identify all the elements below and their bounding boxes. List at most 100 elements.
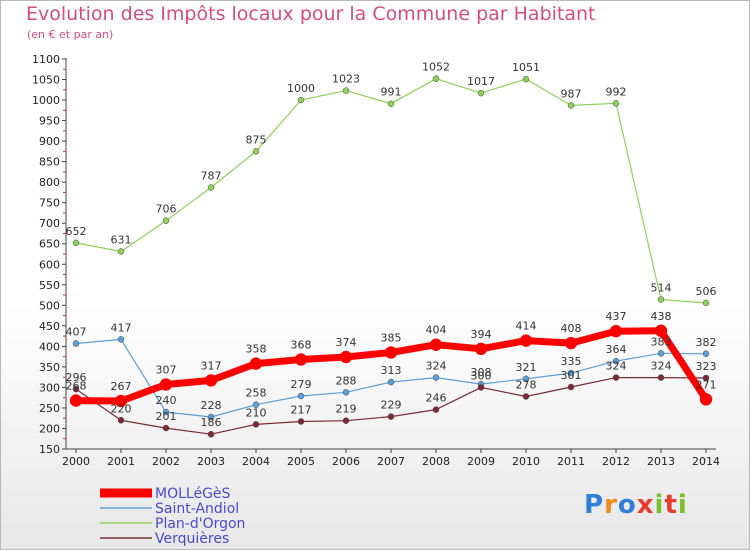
y-tick-label: 450 xyxy=(39,320,60,333)
x-tick-label: 2002 xyxy=(152,455,180,468)
logo-letter: r xyxy=(604,490,618,520)
point-moll-g-s xyxy=(249,357,263,370)
point-saint-andiol xyxy=(612,357,620,365)
point-moll-g-s xyxy=(654,324,668,338)
point-plan-d-orgon xyxy=(252,148,260,155)
data-label-plan-d-orgon: 1023 xyxy=(332,73,360,86)
point-verqui-res xyxy=(297,418,305,425)
data-label-verqui-res: 324 xyxy=(606,360,627,373)
data-label-verqui-res: 217 xyxy=(291,403,312,416)
y-tick-label: 900 xyxy=(39,135,60,148)
data-label-verqui-res: 278 xyxy=(516,378,537,391)
point-saint-andiol xyxy=(432,374,440,381)
x-tick-label: 2001 xyxy=(107,455,135,468)
data-label-verqui-res: 229 xyxy=(381,399,402,412)
data-label-verqui-res: 186 xyxy=(201,416,222,429)
data-label-plan-d-orgon: 875 xyxy=(246,133,267,146)
y-tick-label: 850 xyxy=(39,156,60,169)
y-tick-label: 300 xyxy=(39,381,60,394)
chart-subtitle: (en € et par an) xyxy=(27,28,114,41)
data-label-moll-g-s: 317 xyxy=(201,359,222,372)
series-lines xyxy=(69,75,713,438)
point-saint-andiol xyxy=(207,413,215,421)
point-verqui-res xyxy=(387,413,395,420)
data-label-saint-andiol: 288 xyxy=(336,374,357,387)
proxiti-logo: Proxiti xyxy=(584,490,688,520)
data-label-moll-g-s: 414 xyxy=(516,320,537,333)
point-moll-g-s xyxy=(114,394,128,408)
data-label-plan-d-orgon: 631 xyxy=(111,234,132,247)
point-verqui-res xyxy=(477,384,485,391)
y-tick-label: 400 xyxy=(39,340,60,353)
data-label-moll-g-s: 408 xyxy=(561,322,582,335)
data-label-plan-d-orgon: 514 xyxy=(651,282,672,295)
data-label-moll-g-s: 271 xyxy=(696,378,717,391)
data-label-moll-g-s: 368 xyxy=(291,339,312,352)
data-label-verqui-res: 300 xyxy=(471,369,492,382)
point-saint-andiol xyxy=(657,350,665,357)
point-moll-g-s xyxy=(519,334,533,347)
y-tick-label: 150 xyxy=(39,443,60,456)
data-label-moll-g-s: 438 xyxy=(651,310,672,323)
data-label-saint-andiol: 308 xyxy=(471,366,492,379)
data-label-plan-d-orgon: 706 xyxy=(156,203,177,216)
point-moll-g-s xyxy=(474,342,488,356)
data-label-moll-g-s: 385 xyxy=(381,332,402,345)
legend-label-moll-g-s: MOLLéGèS xyxy=(155,486,231,502)
data-label-saint-andiol: 383 xyxy=(651,335,672,348)
data-label-verqui-res: 296 xyxy=(66,371,87,384)
point-plan-d-orgon xyxy=(612,100,620,107)
logo-letter: P xyxy=(584,490,605,520)
x-tick-label: 2005 xyxy=(287,455,315,468)
point-verqui-res xyxy=(567,383,575,391)
data-label-saint-andiol: 240 xyxy=(156,394,177,407)
point-saint-andiol xyxy=(297,392,305,400)
axes: 150 200 250 300 350 400 450 500 550 600 650 700 750 8… xyxy=(32,53,720,468)
point-moll-g-s xyxy=(204,374,218,387)
point-plan-d-orgon xyxy=(387,100,395,107)
data-label-plan-d-orgon: 1051 xyxy=(512,61,540,74)
y-tick-label: 1050 xyxy=(32,74,60,87)
data-label-saint-andiol: 279 xyxy=(291,378,312,391)
point-moll-g-s xyxy=(609,324,623,338)
data-label-plan-d-orgon: 652 xyxy=(66,225,87,238)
point-plan-d-orgon xyxy=(297,96,305,104)
point-saint-andiol xyxy=(522,375,530,383)
x-tick-label: 2003 xyxy=(197,455,225,468)
point-moll-g-s xyxy=(429,338,443,351)
y-tick-label: 200 xyxy=(39,422,60,435)
point-plan-d-orgon xyxy=(702,299,710,307)
data-label-saint-andiol: 228 xyxy=(201,399,222,412)
chart-title: Evolution des Impôts locaux pour la Comm… xyxy=(26,3,596,25)
legend-label-plan-d-orgon: Plan-d'Orgon xyxy=(155,516,245,532)
x-tick-label: 2007 xyxy=(377,455,405,468)
point-saint-andiol xyxy=(162,408,170,416)
data-label-verqui-res: 301 xyxy=(561,369,582,382)
logo-letter: x xyxy=(636,490,655,520)
x-tick-label: 2006 xyxy=(332,455,360,468)
data-label-verqui-res: 219 xyxy=(336,403,357,416)
point-moll-g-s xyxy=(159,378,173,391)
data-label-moll-g-s: 307 xyxy=(156,364,177,377)
point-plan-d-orgon xyxy=(432,75,440,82)
point-plan-d-orgon xyxy=(117,248,125,255)
point-plan-d-orgon xyxy=(522,75,530,83)
x-tick-label: 2000 xyxy=(62,455,90,468)
point-saint-andiol xyxy=(387,378,395,386)
point-plan-d-orgon xyxy=(72,239,80,247)
x-tick-label: 2009 xyxy=(467,455,495,468)
data-label-verqui-res: 246 xyxy=(426,392,447,405)
series-line-plan-d-orgon xyxy=(75,78,707,304)
data-label-plan-d-orgon: 991 xyxy=(381,86,402,99)
legend-label-verqui-res: Verquières xyxy=(155,531,229,547)
data-label-saint-andiol: 364 xyxy=(606,343,627,356)
point-verqui-res xyxy=(432,406,440,413)
data-label-plan-d-orgon: 1000 xyxy=(287,82,315,95)
data-label-saint-andiol: 407 xyxy=(66,325,87,338)
logo-letter: i xyxy=(677,490,688,520)
data-label-moll-g-s: 394 xyxy=(471,328,492,341)
point-verqui-res xyxy=(252,421,260,428)
y-tick-label: 500 xyxy=(39,299,60,312)
